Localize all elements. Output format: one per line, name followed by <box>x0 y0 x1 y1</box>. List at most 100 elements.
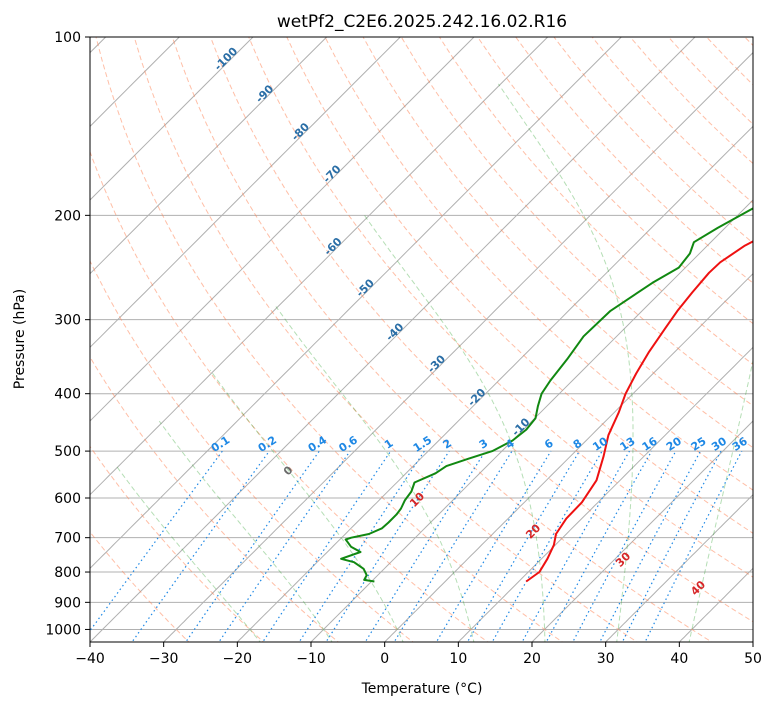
mixing-ratio-line <box>364 450 486 642</box>
mixing-ratio-line <box>90 450 223 632</box>
isotherm-line <box>236 125 753 642</box>
mixing-ratio-line <box>262 450 392 642</box>
y-tick-label: 200 <box>54 208 81 224</box>
plot-area: 0.1 0.2 0.4 0.6 1 1.5 2 3 4 6 8 10 13 16 20 25 30 36-100-… <box>90 24 775 645</box>
dry-adiabat-label: -60 <box>321 235 344 258</box>
isotherm-line <box>90 37 401 349</box>
y-tick-label: 700 <box>54 531 81 547</box>
temperature-profile-line <box>525 240 753 583</box>
dry-adiabat-line <box>362 37 753 449</box>
y-tick-label: 600 <box>54 491 81 507</box>
y-tick-label: 900 <box>54 595 81 611</box>
mixing-ratio-label: 0.4 <box>306 433 330 455</box>
y-tick-label: 500 <box>54 444 81 460</box>
x-axis-ticks: −40 −30 −20 −10 0 10 20 30 40 50 <box>75 642 762 667</box>
mixing-ratio-label: 6 <box>542 436 556 451</box>
mixing-ratio-label: 0.1 <box>209 433 232 455</box>
isotherm-line <box>604 493 753 642</box>
moist-adiabats <box>116 24 775 645</box>
dry-adiabat-label: -70 <box>320 162 343 185</box>
isotherm-line <box>90 37 254 201</box>
isotherm-line <box>90 37 696 642</box>
isotherm-line <box>531 420 753 642</box>
mixing-ratio-line <box>325 450 450 642</box>
isotherm-line <box>90 37 328 275</box>
mixing-ratio-lines <box>90 450 743 642</box>
dry-adiabat-line <box>133 37 638 642</box>
moist-adiabat-line <box>275 306 475 642</box>
y-tick-label: 1000 <box>45 622 81 638</box>
x-tick-label: 10 <box>449 651 467 667</box>
isotherm-line <box>90 37 475 422</box>
dry-adiabat-line <box>95 37 564 642</box>
dry-adiabat-label: -30 <box>425 352 448 375</box>
sounding-series <box>340 207 753 583</box>
dry-adiabats <box>90 37 753 642</box>
dry-adiabat-label: -90 <box>253 82 276 105</box>
mixing-ratio-line <box>491 450 603 642</box>
moist-adiabat-label: 20 <box>523 521 543 541</box>
dry-adiabat-line <box>286 37 753 534</box>
mixing-ratio-line <box>621 450 722 642</box>
mixing-ratio-label: 1.5 <box>411 433 434 455</box>
dry-adiabat-line <box>477 37 753 325</box>
dry-adiabat-label: -80 <box>289 120 312 143</box>
mixing-ratio-line <box>298 450 425 642</box>
dry-adiabat-line <box>90 356 339 642</box>
isobar-grid <box>90 37 753 630</box>
dry-adiabat-label: -10 <box>509 415 532 438</box>
isotherm-line <box>162 51 753 642</box>
mixing-ratio-line <box>644 450 743 642</box>
moist-adiabat-label: 0 <box>281 463 296 478</box>
mixing-ratio-line <box>572 450 677 642</box>
dry-adiabat-line <box>706 37 753 86</box>
mixing-ratio-line <box>521 450 631 642</box>
dry-adiabat-line <box>90 150 489 642</box>
x-tick-label: −10 <box>296 651 326 667</box>
moist-adiabat-line <box>688 358 753 642</box>
dry-adiabat-line <box>90 531 190 642</box>
x-tick-label: 0 <box>380 651 389 667</box>
x-tick-label: 40 <box>670 651 688 667</box>
x-tick-label: −20 <box>223 651 253 667</box>
mixing-ratio-line <box>393 450 513 642</box>
x-tick-label: 20 <box>523 651 541 667</box>
mixing-ratio-label: 0.6 <box>336 433 360 455</box>
dry-adiabat-line <box>210 37 753 623</box>
moist-adiabat-line <box>364 215 546 642</box>
mixing-ratio-line <box>435 450 552 642</box>
dry-adiabat-label: -20 <box>465 386 488 409</box>
mixing-ratio-line <box>466 450 580 642</box>
dry-adiabat-line <box>438 37 753 366</box>
dry-adiabat-line <box>171 37 713 642</box>
x-tick-label: −40 <box>75 651 105 667</box>
dry-adiabat-line <box>553 37 753 244</box>
moist-adiabat-line <box>209 369 404 642</box>
y-axis-label: Pressure (hPa) <box>12 289 28 389</box>
y-axis-ticks: 100 200 300 400 500 600 700 800 900 1000 <box>45 30 90 638</box>
dry-adiabat-label: -50 <box>354 276 377 299</box>
mixing-ratio-label: 2 <box>441 437 455 452</box>
isotherm-line <box>90 37 622 570</box>
dry-adiabat-line <box>90 445 265 642</box>
y-tick-label: 400 <box>54 387 81 403</box>
dry-adiabat-line <box>90 259 414 642</box>
isotherm-grid <box>90 37 753 642</box>
mixing-ratio-line <box>218 450 351 642</box>
isotherm-line <box>457 346 753 642</box>
chart-title: wetPf2_C2E6.2025.242.16.02.R16 <box>277 12 567 32</box>
isotherm-line <box>678 567 753 642</box>
mixing-ratio-label: 3 <box>477 437 491 452</box>
moist-adiabat-line <box>761 24 775 645</box>
dry-adiabat-label: -100 <box>212 44 241 73</box>
isotherm-line <box>383 272 753 642</box>
y-tick-label: 800 <box>54 565 81 581</box>
moist-adiabat-label: 40 <box>688 578 708 598</box>
isotherm-line <box>752 641 753 642</box>
dewpoint-profile-line <box>340 207 753 583</box>
dry-adiabat-line <box>515 37 753 284</box>
y-tick-label: 100 <box>54 30 81 46</box>
x-tick-label: −30 <box>149 651 179 667</box>
dry-adiabat-line <box>744 37 753 47</box>
